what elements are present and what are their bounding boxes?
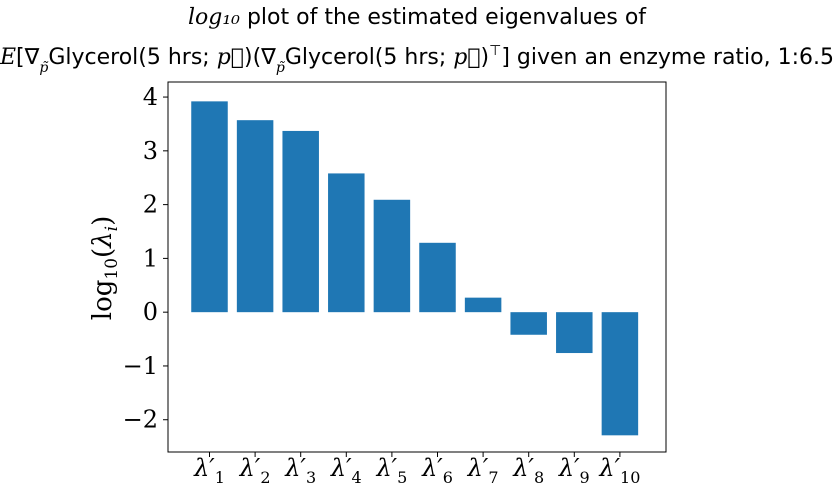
x-tick-label-3: λ′3 xyxy=(284,454,316,487)
y-tick-label-4: 1 xyxy=(143,244,158,272)
bar-9 xyxy=(556,312,593,354)
bar-8 xyxy=(510,312,547,335)
chart-title-line1: log₁₀ plot of the estimated eigenvalues … xyxy=(188,5,647,30)
bar-7 xyxy=(464,297,502,313)
y-tick-label-2: 3 xyxy=(143,137,158,165)
x-tick-label-2: λ′2 xyxy=(239,454,271,487)
bar-2 xyxy=(236,120,274,313)
x-tick-label-10: λ′10 xyxy=(598,454,640,487)
bar-10 xyxy=(601,312,639,436)
y-tick-label-3: 2 xyxy=(143,191,158,219)
bars-layer xyxy=(191,101,639,436)
bar-1 xyxy=(191,101,228,313)
x-tick-label-4: λ′4 xyxy=(330,454,362,487)
y-ticks: 4 3 2 1 0 −1 −2 xyxy=(123,83,168,434)
x-tick-label-5: λ′5 xyxy=(375,454,407,487)
y-tick-label-7: −2 xyxy=(123,406,158,434)
x-tick-label-1: λ′1 xyxy=(193,454,225,487)
bar-5 xyxy=(373,199,411,313)
bar-4 xyxy=(328,173,365,313)
y-tick-label-1: 4 xyxy=(143,83,158,111)
y-tick-label-6: −1 xyxy=(123,352,158,380)
y-axis-label: log10(λi) xyxy=(88,216,122,321)
bar-6 xyxy=(419,242,456,313)
x-ticks: λ′1 λ′2 λ′3 λ′4 λ′5 λ′6 λ′7 λ′8 λ′9 λ′10 xyxy=(193,452,640,487)
x-tick-label-6: λ′6 xyxy=(421,454,453,487)
bar-3 xyxy=(282,130,319,313)
x-tick-label-7: λ′7 xyxy=(467,454,499,487)
x-tick-label-8: λ′8 xyxy=(512,454,544,487)
chart-title-line2: E[∇p̃Glycerol(5 hrs; p⃗)(∇p̃Glycerol(5 h… xyxy=(0,43,833,76)
x-tick-label-9: λ′9 xyxy=(558,454,590,487)
plot-frame xyxy=(167,81,667,453)
title-log10-term: log₁₀ xyxy=(188,5,240,30)
y-tick-label-5: 0 xyxy=(143,298,158,326)
